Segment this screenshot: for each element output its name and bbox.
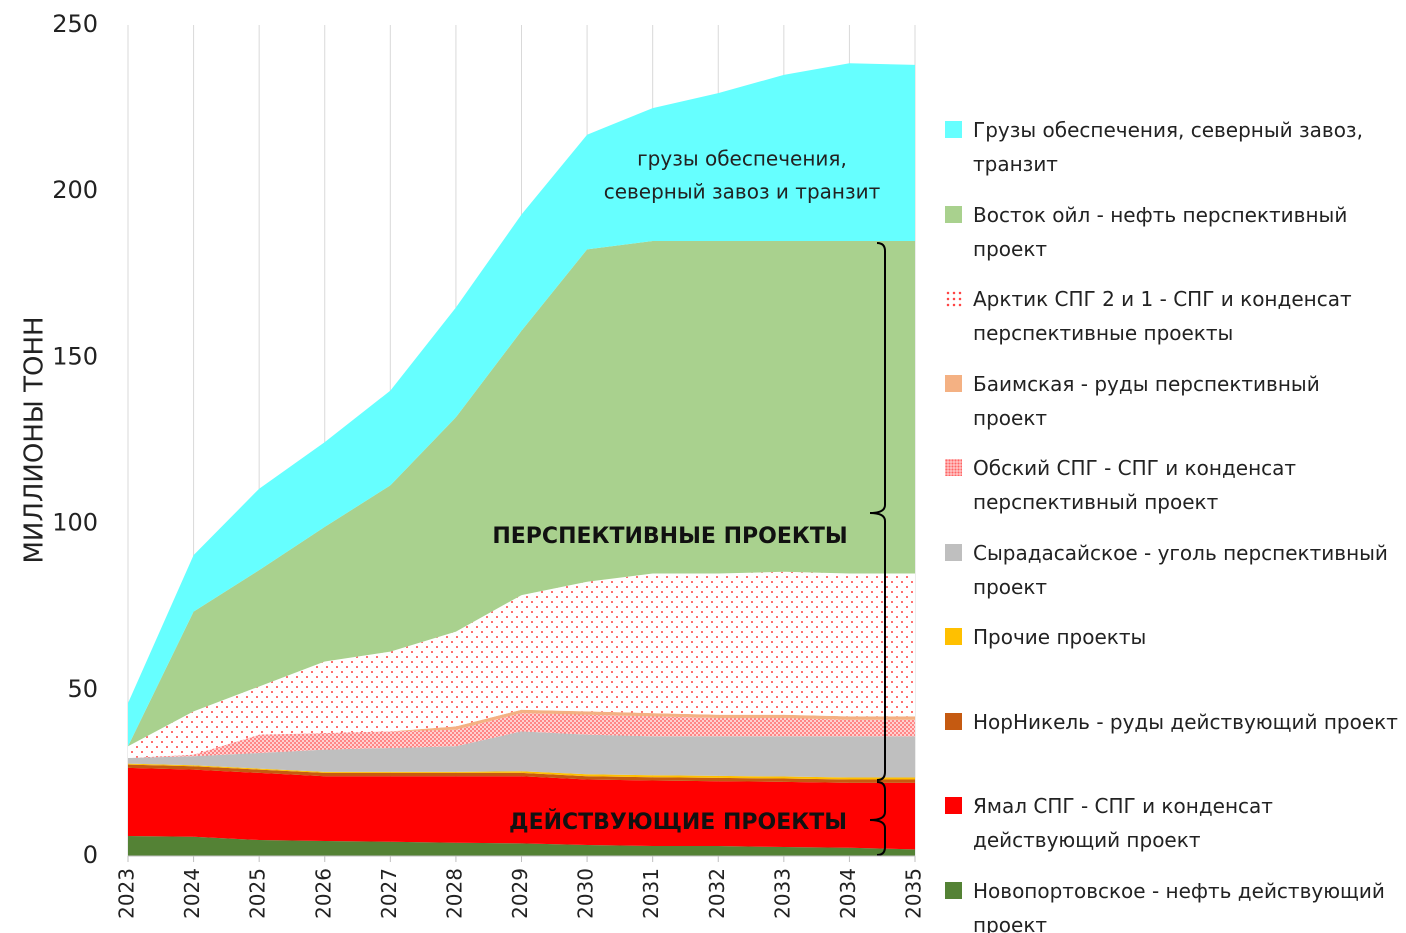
legend: Грузы обеспечения, северный завоз, транз… bbox=[945, 113, 1400, 933]
annotation: ДЕЙСТВУЮЩИЕ ПРОЕКТЫ bbox=[509, 809, 847, 835]
y-tick-label: 50 bbox=[67, 675, 98, 703]
legend-item: Грузы обеспечения, северный завоз, транз… bbox=[945, 113, 1400, 198]
annotation: грузы обеспечения, bbox=[637, 147, 847, 171]
area bbox=[128, 241, 915, 747]
legend-swatch bbox=[945, 543, 962, 561]
area bbox=[128, 571, 915, 758]
legend-label: Арктик СПГ 2 и 1 - СПГ и конденсат персп… bbox=[973, 287, 1352, 345]
area bbox=[128, 713, 915, 758]
brace bbox=[869, 781, 886, 856]
x-tick-label: 2031 bbox=[639, 868, 663, 919]
legend-label: Прочие проекты bbox=[973, 625, 1147, 649]
legend-label: Баимская - руды перспективный проект bbox=[973, 371, 1320, 430]
legend-swatch bbox=[945, 459, 962, 476]
legend-item: Прочие проекты bbox=[945, 620, 1400, 705]
x-tick-label: 2034 bbox=[836, 868, 860, 919]
legend-swatch bbox=[945, 712, 962, 730]
x-tick-label: 2023 bbox=[115, 868, 139, 919]
y-tick-label: 200 bbox=[52, 176, 98, 204]
x-tick-label: 2027 bbox=[377, 868, 401, 919]
area bbox=[128, 764, 915, 783]
x-tick-label: 2035 bbox=[902, 868, 926, 919]
area bbox=[128, 767, 915, 850]
y-tick-label: 150 bbox=[52, 342, 98, 370]
legend-item: Обский СПГ - СПГ и конденсат перспективн… bbox=[945, 451, 1400, 536]
x-tick-label: 2025 bbox=[246, 868, 270, 919]
legend-item: Баимская - руды перспективный проект bbox=[945, 367, 1400, 452]
legend-swatch bbox=[945, 374, 962, 392]
legend-swatch bbox=[945, 205, 962, 223]
legend-item: НорНикель - руды действующий проект bbox=[945, 705, 1400, 790]
area bbox=[128, 63, 915, 747]
legend-swatch bbox=[945, 881, 962, 899]
legend-item: Восток ойл - нефть перспективный проект bbox=[945, 198, 1400, 283]
legend-item: Сырадасайское - уголь перспективный прое… bbox=[945, 536, 1400, 621]
legend-item: Ямал СПГ - СПГ и конденсат действующий п… bbox=[945, 789, 1400, 874]
legend-swatch bbox=[945, 628, 962, 645]
y-tick-label: 0 bbox=[83, 841, 98, 869]
annotation: северный завоз и транзит bbox=[604, 180, 881, 204]
legend-item: Новопортовское - нефть действующий проек… bbox=[945, 874, 1400, 933]
legend-label: Ямал СПГ - СПГ и конденсат действующий п… bbox=[973, 794, 1273, 852]
y-axis-label: МИЛЛИОНЫ ТОНН bbox=[20, 316, 50, 563]
legend-swatch bbox=[945, 290, 962, 307]
area bbox=[128, 763, 915, 780]
legend-label: Обский СПГ - СПГ и конденсат перспективн… bbox=[973, 456, 1297, 514]
legend-swatch bbox=[945, 797, 962, 814]
legend-label: Грузы обеспечения, северный завоз, транз… bbox=[973, 118, 1363, 176]
area bbox=[128, 731, 915, 778]
legend-swatch bbox=[945, 121, 962, 138]
x-tick-label: 2026 bbox=[311, 868, 335, 919]
legend-label: Сырадасайское - уголь перспективный прое… bbox=[973, 540, 1388, 599]
x-tick-label: 2030 bbox=[574, 868, 598, 919]
legend-item: Арктик СПГ 2 и 1 - СПГ и конденсат персп… bbox=[945, 282, 1400, 367]
x-tick-label: 2024 bbox=[180, 868, 204, 919]
legend-label: НорНикель - руды действующий проект bbox=[973, 709, 1398, 734]
annotation: ПЕРСПЕКТИВНЫЕ ПРОЕКТЫ bbox=[492, 524, 847, 549]
brace bbox=[869, 242, 886, 781]
x-tick-label: 2029 bbox=[508, 868, 532, 919]
y-tick-label: 100 bbox=[52, 509, 98, 537]
x-tick-label: 2032 bbox=[705, 868, 729, 919]
y-tick-label: 250 bbox=[52, 10, 98, 38]
legend-label: Восток ойл - нефть перспективный проект bbox=[973, 202, 1348, 261]
x-tick-label: 2028 bbox=[442, 868, 466, 919]
x-tick-label: 2033 bbox=[770, 868, 794, 919]
legend-label: Новопортовское - нефть действующий проек… bbox=[973, 878, 1385, 933]
